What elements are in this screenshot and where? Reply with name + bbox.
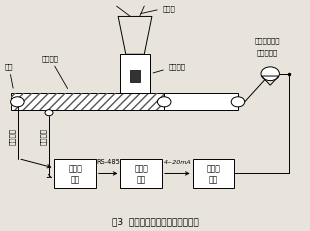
Text: 配料皮带驱动: 配料皮带驱动	[255, 37, 280, 43]
Text: RS-485: RS-485	[96, 159, 120, 164]
Text: 图3  闸门自动调节配料秤原理框图: 图3 闸门自动调节配料秤原理框图	[112, 216, 198, 225]
Circle shape	[11, 97, 24, 107]
Circle shape	[261, 68, 279, 81]
Text: 4~20mA: 4~20mA	[163, 160, 191, 164]
Bar	[120, 55, 150, 94]
Bar	[164, 94, 238, 111]
Bar	[54, 159, 96, 188]
Text: 变频调
速器: 变频调 速器	[206, 164, 220, 184]
Text: 称重信号: 称重信号	[40, 128, 47, 145]
Text: 贮料仓: 贮料仓	[141, 5, 175, 15]
Bar	[193, 159, 234, 188]
Text: 自动闸门: 自动闸门	[153, 63, 186, 74]
Bar	[11, 94, 164, 111]
Text: 控制调
节器: 控制调 节器	[134, 164, 148, 184]
Circle shape	[231, 97, 245, 107]
Bar	[131, 71, 140, 82]
Bar	[11, 94, 164, 111]
Circle shape	[45, 110, 53, 116]
Text: 环形皮带: 环形皮带	[41, 55, 68, 89]
Circle shape	[157, 97, 171, 107]
Bar	[121, 159, 162, 188]
Text: 信号变
送器: 信号变 送器	[68, 164, 82, 184]
Text: 速度信号: 速度信号	[9, 128, 16, 145]
Text: 和调速电机: 和调速电机	[256, 49, 278, 56]
Text: 卸料: 卸料	[4, 63, 13, 89]
